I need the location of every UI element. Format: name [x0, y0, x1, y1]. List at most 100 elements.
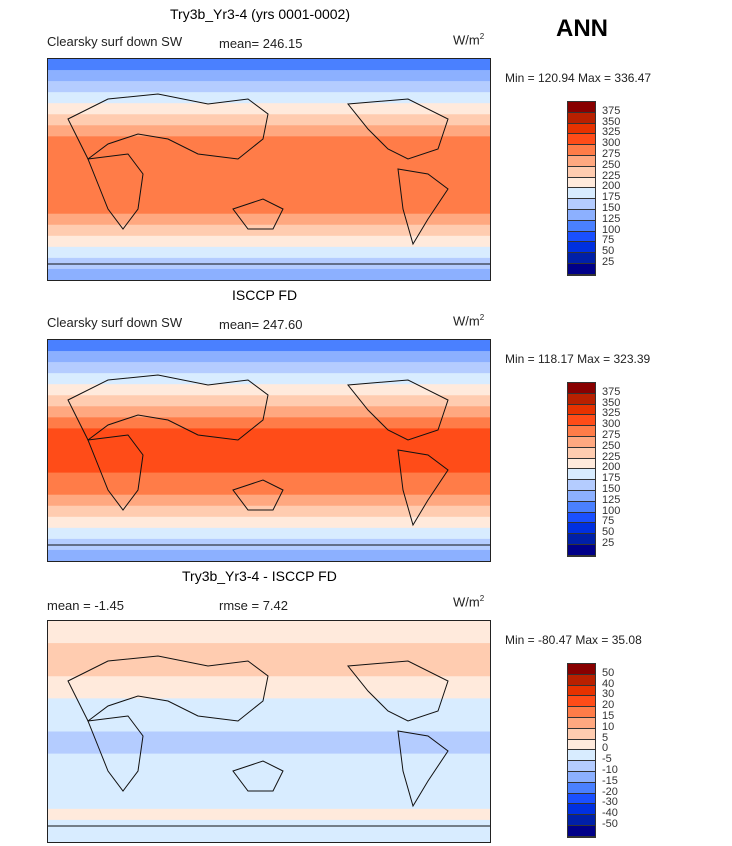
coastline-south-america: [397, 730, 449, 808]
map-field: [48, 340, 490, 562]
coastline-north-america: [347, 379, 449, 441]
units-exponent: 2: [479, 594, 485, 603]
units-text: W/m: [453, 313, 480, 329]
colorbar-swatch: [568, 761, 595, 772]
zonal-band: [48, 527, 490, 540]
zonal-band: [48, 384, 490, 396]
colorbar-swatch: [568, 696, 595, 708]
colorbar-tick-label: 275: [602, 429, 621, 441]
zonal-band: [48, 158, 490, 170]
min-max-label: Min = 118.17 Max = 323.39: [505, 352, 651, 366]
zonal-band: [48, 505, 490, 518]
colorbar-tick-label: -40: [602, 807, 618, 820]
zonal-band: [48, 103, 490, 115]
colorbar-swatch: [568, 231, 595, 243]
colorbar-tick-label: 275: [602, 148, 621, 160]
colorbar-tick-label: 250: [602, 439, 621, 452]
coastline-africa: [87, 153, 144, 230]
units-text: W/m: [453, 32, 480, 48]
colorbar-swatch: [568, 123, 595, 135]
coastline-south-america: [397, 449, 449, 527]
colorbar-swatch: [568, 825, 595, 837]
units-label: W/m2: [453, 594, 484, 609]
colorbar-swatch: [568, 804, 595, 816]
zonal-band: [48, 461, 490, 474]
zonal-band: [48, 665, 490, 677]
colorbar-swatch: [568, 177, 595, 189]
min-max-label: Min = 120.94 Max = 336.47: [505, 71, 652, 85]
units-exponent: 2: [479, 313, 485, 322]
colorbar-tick-label: 25: [602, 537, 615, 549]
colorbar-tick-label: 10: [602, 720, 615, 733]
zonal-band: [48, 549, 490, 562]
zonal-band: [48, 268, 490, 281]
units-exponent: 2: [479, 32, 485, 41]
zonal-band: [48, 191, 490, 204]
rmse-label: rmse = 7.42: [219, 598, 289, 613]
colorbar-swatch: [568, 458, 595, 470]
colorbar-tick-label: 200: [602, 180, 621, 193]
zonal-band: [48, 213, 490, 226]
zonal-band: [48, 439, 490, 451]
coastline-africa: [87, 715, 144, 792]
colorbar-swatch: [568, 383, 595, 394]
colorbar-tick-label: 50: [602, 666, 615, 679]
colorbar-swatch: [568, 112, 595, 124]
zonal-band: [48, 654, 490, 666]
colorbar-tick-label: 100: [602, 223, 621, 236]
colorbar-tick-label: 100: [602, 504, 621, 517]
colorbar-swatch: [568, 447, 595, 459]
colorbar-swatch: [568, 544, 595, 556]
zonal-band: [48, 472, 490, 485]
zonal-band: [48, 494, 490, 507]
zonal-band: [48, 753, 490, 766]
colorbar-tick-label: -50: [602, 818, 618, 830]
colorbar-swatch: [568, 512, 595, 524]
coastline-north-america: [347, 660, 449, 722]
colorbar-swatch: [568, 750, 595, 762]
zonal-band: [48, 92, 490, 104]
zonal-band: [48, 169, 490, 182]
map-panel: [47, 58, 491, 281]
zonal-band: [48, 687, 490, 699]
colorbar-swatch: [568, 717, 595, 729]
colorbar-tick-label: 325: [602, 407, 621, 420]
colorbar-swatch: [568, 209, 595, 221]
zonal-band: [48, 180, 490, 193]
colorbar-swatch: [568, 664, 595, 675]
zonal-band: [48, 676, 490, 688]
zonal-band: [48, 125, 490, 137]
map-panel: [47, 339, 491, 562]
coastline-eurasia: [67, 93, 269, 160]
mean-label: mean = -1.45: [47, 598, 124, 613]
zonal-band: [48, 428, 490, 440]
colorbar-tick-label: 0: [602, 742, 609, 755]
zonal-band: [48, 483, 490, 496]
season-label: ANN: [556, 15, 608, 42]
colorbar-tick-label: 75: [602, 234, 615, 247]
units-label: W/m2: [453, 32, 484, 47]
colorbar-tick-label: 325: [602, 126, 621, 139]
zonal-band: [48, 731, 490, 744]
units-text: W/m: [453, 594, 480, 610]
zonal-band: [48, 362, 490, 374]
colorbar-tick-label: 15: [602, 710, 615, 722]
zonal-band: [48, 830, 490, 843]
zonal-band: [48, 808, 490, 821]
panel-title: Try3b_Yr3-4 (yrs 0001-0002): [170, 6, 351, 22]
colorbar-tick-label: 75: [602, 515, 615, 528]
colorbar-swatch: [568, 771, 595, 783]
zonal-band: [48, 417, 490, 429]
colorbar-swatch: [568, 242, 595, 254]
coastline-south-america: [397, 168, 449, 246]
colorbar-tick-label: 30: [602, 688, 615, 701]
coastline-eurasia: [67, 655, 269, 722]
colorbar-tick-label: 175: [602, 191, 621, 204]
mean-label: mean= 247.60: [219, 317, 303, 332]
coastline-australia: [232, 198, 284, 230]
coastline-africa: [87, 434, 144, 511]
colorbar-swatch: [568, 469, 595, 481]
colorbar-tick-label: -30: [602, 796, 618, 809]
variable-label: Clearsky surf down SW: [47, 315, 183, 330]
